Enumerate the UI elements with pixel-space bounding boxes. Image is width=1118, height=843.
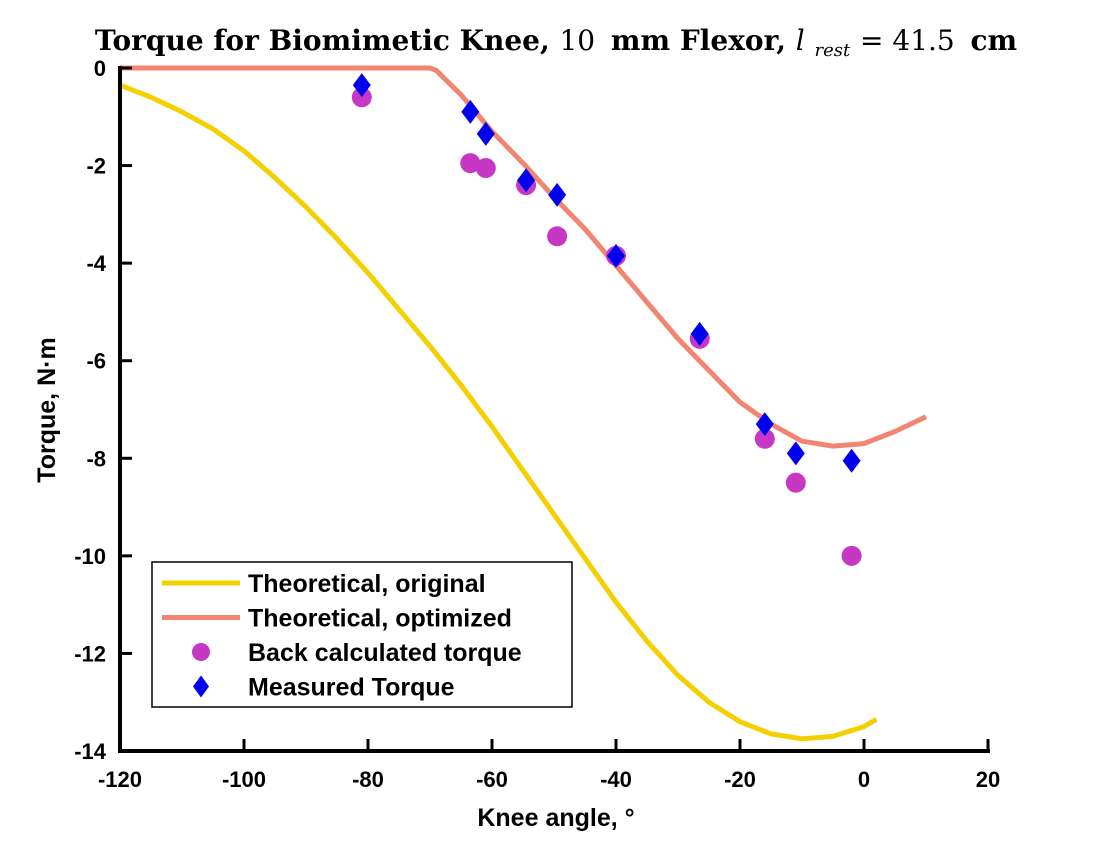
y-tick-label: -10 [74, 544, 106, 569]
y-tick-label: -4 [86, 251, 106, 276]
title-size-unit: mm [611, 24, 670, 57]
legend-swatch-circle [192, 643, 210, 661]
y-tick-label: -6 [86, 349, 106, 374]
legend-label: Measured Torque [248, 674, 455, 702]
data-point-diamond [476, 121, 495, 146]
data-point-diamond [548, 182, 567, 207]
legend-item: Theoretical, optimized [162, 605, 512, 633]
series-line [119, 82, 878, 742]
data-point-circle [754, 428, 775, 449]
y-tick-label: -8 [86, 446, 106, 471]
legend: Theoretical, original Theoretical, optimi… [151, 561, 573, 708]
data-point-diamond [607, 243, 625, 268]
x-tick-label: -100 [222, 767, 266, 792]
legend-item: Measured Torque [193, 674, 455, 702]
x-tick-label: -80 [352, 767, 384, 792]
data-point-circle [547, 226, 568, 247]
title-variable-subscript: rest [815, 40, 851, 61]
series-0 [119, 82, 878, 742]
x-tick-label: -20 [724, 767, 756, 792]
x-tick-label: 0 [858, 767, 870, 792]
data-point-diamond [517, 168, 536, 193]
data-point-circle [475, 158, 496, 179]
y-tick-label: 0 [94, 56, 106, 81]
data-point-diamond [352, 73, 371, 98]
legend-swatch-diamond [193, 675, 209, 698]
data-point-diamond [690, 321, 709, 346]
title-value-unit: cm [970, 24, 1017, 57]
x-tick-label: -40 [600, 767, 632, 792]
data-point-diamond [755, 412, 774, 437]
legend-item: Back calculated torque [192, 639, 522, 667]
legend-label: Theoretical, optimized [248, 605, 512, 633]
data-point-circle [841, 545, 862, 566]
legend-box [151, 561, 573, 708]
legend-item: Theoretical, original [162, 570, 486, 598]
y-axis-label: Torque, N·m [33, 337, 61, 482]
title-variable: l [796, 24, 805, 57]
title-value: 41.5 [892, 24, 954, 57]
data-point-diamond [842, 448, 861, 473]
x-tick-label: -120 [98, 767, 142, 792]
chart-title: Torque for Biomimetic Knee, 10 mm Flexor… [95, 24, 1017, 63]
y-tick-label: -12 [74, 641, 106, 666]
legend-label: Theoretical, original [248, 570, 486, 598]
x-tick-label: -60 [476, 767, 508, 792]
data-point-diamond [461, 99, 480, 124]
x-tick-label: 20 [976, 767, 1000, 792]
title-size-value: 10 [559, 24, 595, 57]
y-tick-label: -2 [86, 154, 106, 179]
ticks-layer: -120 -100 -80 -60 -40 -20 0 20 0 -2 -4 -6 -8 -10 -12 -1… [74, 56, 1000, 792]
legend-label: Back calculated torque [248, 639, 522, 667]
x-axis-label: Knee angle, ° [477, 804, 634, 832]
title-equals: = [860, 24, 892, 57]
axes-layer [118, 66, 990, 753]
title-prefix: Torque for Biomimetic Knee, [95, 24, 560, 57]
series-line [120, 65, 928, 449]
series-2 [351, 87, 862, 566]
series-1 [120, 65, 928, 449]
data-point-circle [785, 472, 806, 493]
data-point-diamond [786, 441, 805, 466]
y-tick-label: -14 [74, 739, 107, 764]
data-point-circle [351, 87, 372, 108]
data-point-circle [460, 153, 481, 174]
series-3 [352, 73, 861, 473]
series-layer [119, 65, 928, 742]
title-middle: Flexor, [680, 24, 796, 57]
